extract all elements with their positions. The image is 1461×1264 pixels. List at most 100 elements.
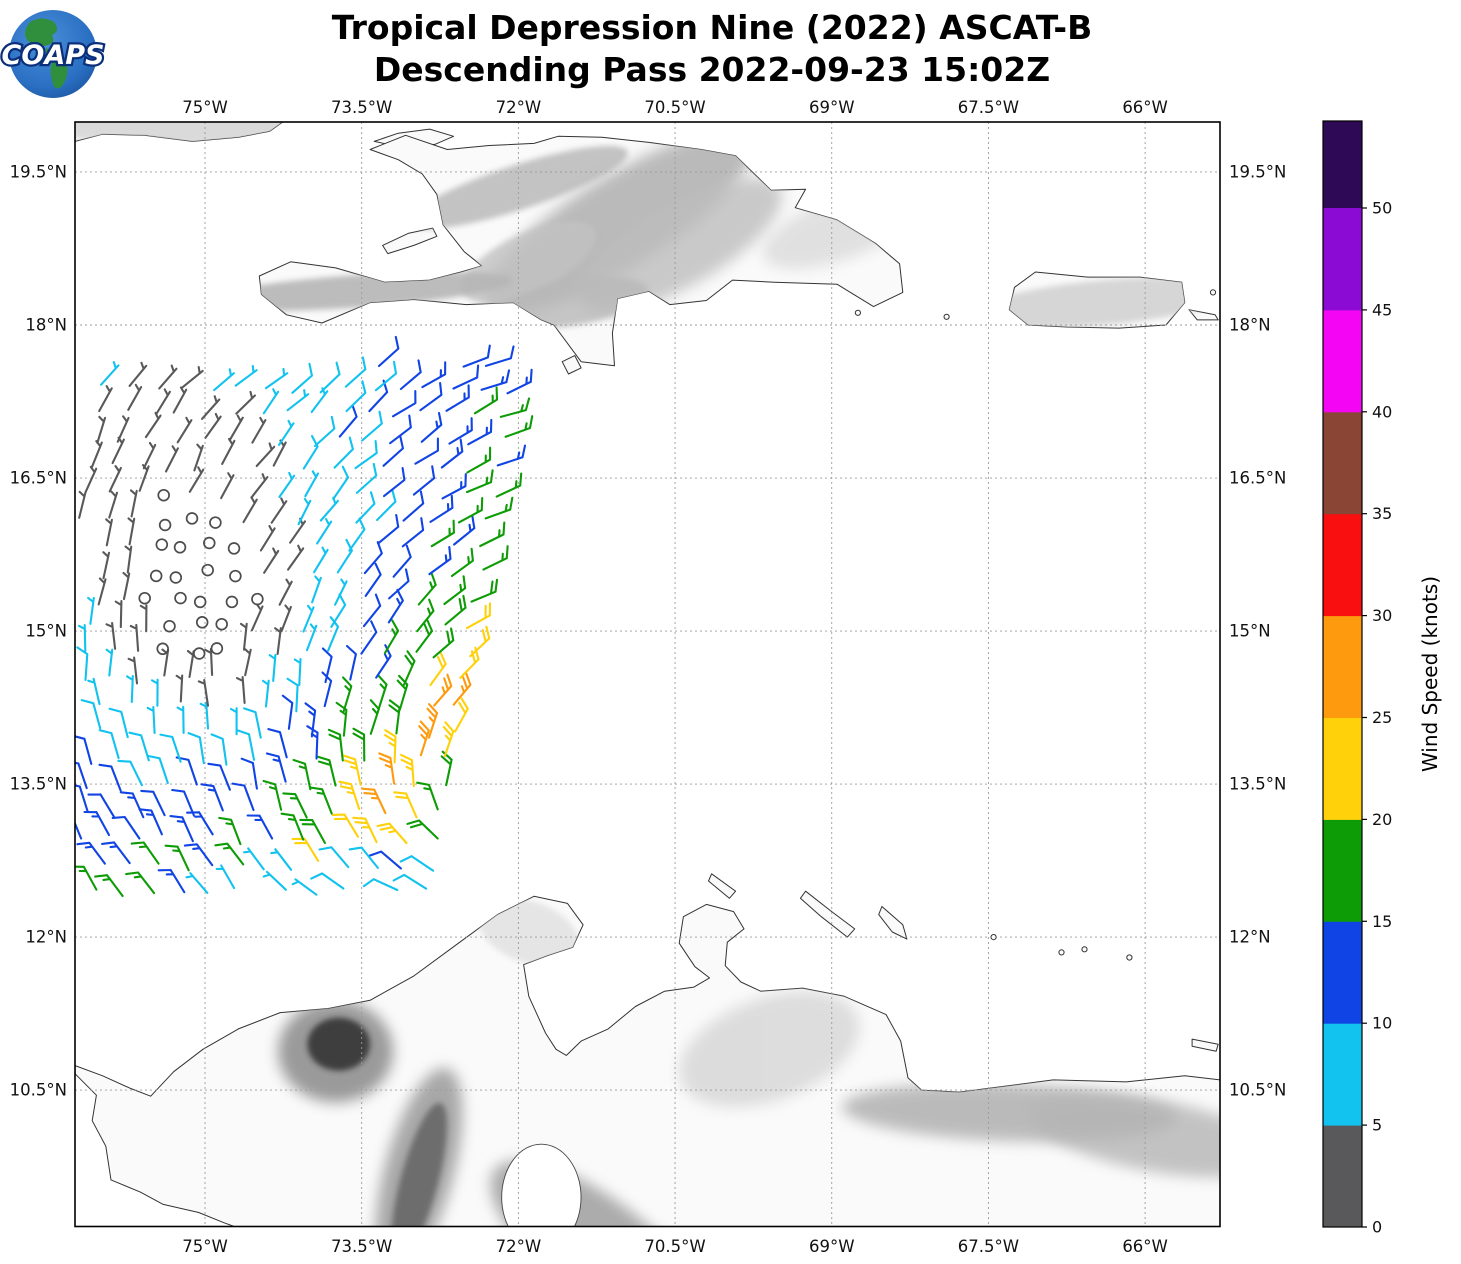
islet-mona <box>943 313 950 320</box>
wind-barb <box>200 783 224 812</box>
wind-barb <box>144 411 162 439</box>
y-tick-label-right: 15°N <box>1229 622 1271 641</box>
wind-barb <box>453 515 476 546</box>
wind-barb <box>416 598 435 633</box>
wind-barb <box>129 489 138 518</box>
wind-barb <box>176 705 185 734</box>
x-tick-label-top: 70.5°W <box>644 98 705 117</box>
wind-barb <box>126 674 134 704</box>
wind-barb <box>310 872 345 890</box>
x-tick-label-top: 75°W <box>182 98 228 117</box>
terrain-relief <box>391 1102 447 1227</box>
y-tick-label-left: 15°N <box>25 622 67 641</box>
wind-barb <box>265 752 287 783</box>
wind-barb <box>442 721 455 758</box>
wind-barb <box>116 415 130 443</box>
wind-barb <box>355 491 376 524</box>
wind-barb <box>316 755 337 787</box>
islet-los-roques-2 <box>1081 946 1088 953</box>
colorbar-tick-label: 40 <box>1372 402 1392 421</box>
wind-barb <box>146 754 169 785</box>
wind-barb <box>304 702 317 738</box>
wind-barb <box>504 415 534 438</box>
wind-barb <box>364 562 382 597</box>
wind-barb <box>127 656 139 685</box>
calm-wind-circle <box>195 616 209 629</box>
wind-barb <box>469 625 491 658</box>
wind-barb <box>466 446 492 474</box>
wind-barb <box>243 707 262 739</box>
terrain-relief <box>503 277 648 329</box>
wind-barb <box>482 545 509 571</box>
wind-barb <box>94 874 124 898</box>
wind-barb <box>220 472 235 500</box>
wind-barb <box>108 465 122 493</box>
wind-barb <box>393 791 418 819</box>
wind-barb <box>443 575 467 606</box>
wind-barb <box>286 677 299 713</box>
calm-wind-circle <box>138 591 151 605</box>
colorbar-segment-over <box>1323 121 1362 208</box>
colorbar-tick-label: 15 <box>1372 912 1392 931</box>
wind-barb <box>289 517 307 544</box>
wind-barb <box>382 435 404 467</box>
wind-barb <box>102 551 111 580</box>
wind-barb <box>75 761 88 790</box>
calm-wind-circle <box>156 642 169 656</box>
wind-barb <box>406 819 439 840</box>
wind-barb <box>98 729 120 760</box>
wind-barb <box>243 847 265 871</box>
wind-barb <box>101 841 131 865</box>
wind-barb <box>297 497 312 526</box>
colorbar-tick-label: 50 <box>1372 199 1392 218</box>
calm-wind-circle <box>163 619 176 633</box>
wind-barb <box>98 763 122 792</box>
colorbar-segment <box>1323 513 1362 617</box>
wind-barb <box>412 465 436 496</box>
colorbar-tick-label: 30 <box>1372 606 1392 625</box>
calm-wind-circle <box>229 569 242 583</box>
axis-tick-labels: 75°W 75°W 73.5°W 73.5°W 72°W 72°W 70.5°W 70.5°W… <box>10 98 1287 1256</box>
wind-barb <box>499 397 531 418</box>
wind-barb <box>105 621 117 650</box>
wind-barb <box>246 814 274 840</box>
wind-barb <box>164 844 190 872</box>
x-tick-label-top: 69°W <box>809 98 855 117</box>
wind-barb <box>331 813 360 838</box>
wind-barb <box>360 620 378 655</box>
terrain-relief <box>1032 1094 1220 1178</box>
wind-barb <box>336 538 353 574</box>
x-tick-label-bottom: 67.5°W <box>958 1237 1019 1256</box>
wind-barb <box>278 471 296 499</box>
wind-barb <box>484 345 515 367</box>
wind-barb <box>181 365 204 389</box>
wind-barb <box>452 672 472 706</box>
wind-barb <box>415 618 434 653</box>
wind-barb <box>100 361 120 386</box>
wind-barb <box>84 465 98 494</box>
wind-barb <box>210 733 228 766</box>
colorbar-segment <box>1323 819 1362 922</box>
wind-barb <box>302 434 319 470</box>
wind-barb <box>293 658 302 687</box>
calm-wind-circle <box>227 542 241 555</box>
wind-barb <box>448 417 473 445</box>
wind-barb <box>129 623 140 652</box>
calm-wind-circle <box>251 592 264 606</box>
wind-barb <box>361 410 383 442</box>
wind-barb <box>430 519 455 548</box>
calm-wind-circle <box>174 591 187 605</box>
wind-barb <box>231 782 255 812</box>
wind-barb <box>399 855 435 872</box>
y-tick-label-right: 18°N <box>1229 316 1271 335</box>
wind-barb <box>392 873 428 890</box>
wind-barb <box>87 793 115 818</box>
coastline-vieques <box>1188 309 1219 321</box>
wind-barb <box>280 604 292 633</box>
wind-barb <box>417 572 437 606</box>
wind-barb <box>278 578 293 606</box>
wind-barb <box>124 545 133 574</box>
colorbar-segment <box>1323 1125 1362 1228</box>
